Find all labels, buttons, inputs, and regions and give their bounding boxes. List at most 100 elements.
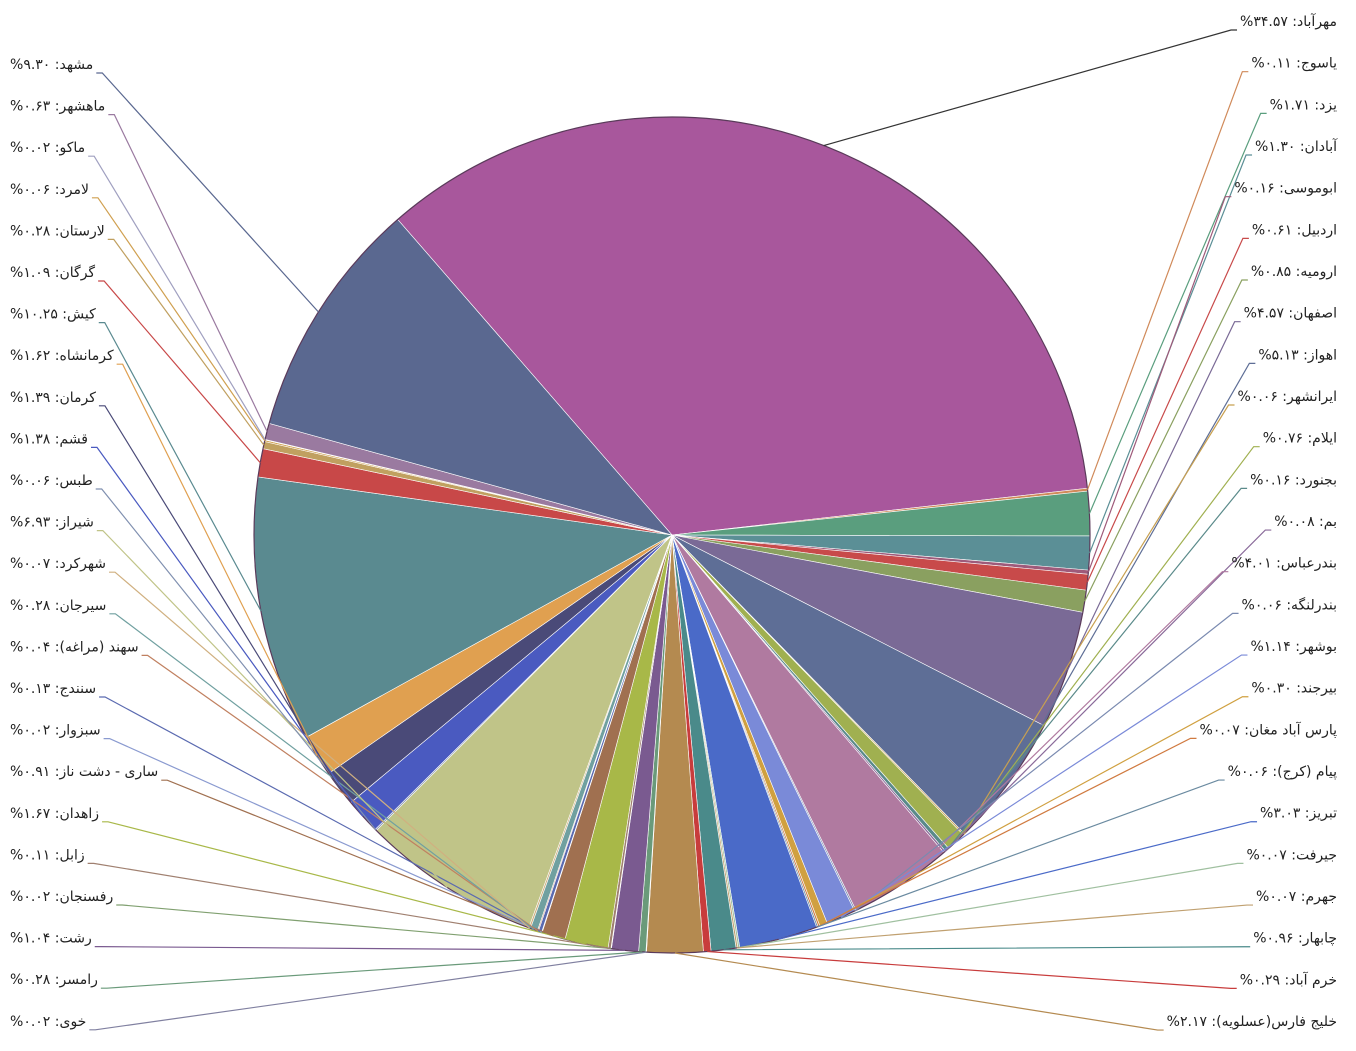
leader-line [901, 571, 1229, 885]
leader-line [736, 904, 1253, 949]
leader-line [1089, 154, 1253, 554]
slice-label: قشم: ۱.۳۸% [10, 431, 88, 447]
leader-line [91, 197, 266, 442]
slices [253, 116, 1091, 954]
slice-label: مشهد: ۹.۳۰% [10, 57, 93, 73]
leader-line [674, 952, 1164, 1031]
slice-label: پیام (کرج): ۰.۰۶% [1228, 764, 1337, 780]
leader-line [100, 951, 643, 989]
leader-line [1087, 196, 1232, 573]
pie-outline [253, 116, 1091, 954]
labels: مهرآباد: ۳۴.۵۷% یاسوج: ۰.۱۱% یزد: ۱.۷۱% آبا… [10, 13, 1338, 1030]
slice-label: ایرانشهر: ۰.۰۶% [1238, 389, 1337, 405]
leader-line [778, 821, 1258, 940]
slice-label: شیراز: ۶.۹۳% [10, 515, 94, 531]
leader-line [823, 696, 1249, 926]
leader-line [1086, 71, 1249, 490]
leader-line [96, 529, 448, 888]
leader-line [1088, 112, 1267, 514]
leader-line [963, 404, 1235, 835]
slice-label: بندرلنگه: ۰.۰۶% [1242, 596, 1337, 613]
slice-label: زاهدان: ۱.۶۷% [10, 806, 99, 822]
slice-label: رشت: ۱.۰۴% [10, 931, 92, 947]
slice-label: اهواز: ۵.۱۳% [1258, 347, 1337, 363]
leader-line [87, 862, 610, 949]
slice-label: آبادان: ۱.۳۰% [1255, 138, 1338, 155]
leader-line [161, 779, 554, 937]
leader-line [707, 950, 1237, 990]
slice-label: ماهشهر: ۰.۶۳% [10, 99, 105, 115]
slice-label: بیرجند: ۰.۳۰% [1251, 681, 1337, 697]
slice-label: اردبیل: ۰.۶۱% [1252, 222, 1337, 238]
slice-label: سبزوار: ۰.۰۲% [10, 723, 101, 739]
slice-label: مهرآباد: ۳۴.۵۷% [1240, 13, 1337, 30]
slice-label: لارستان: ۰.۲۸% [10, 223, 105, 239]
leader-line [94, 945, 625, 951]
leader-line [98, 405, 340, 789]
slice-label: ارومیه: ۰.۸۵% [1251, 264, 1337, 280]
leader-line [1008, 362, 1256, 784]
slice-label: کرمانشاه: ۱.۶۲% [10, 348, 114, 364]
slice-label: شهرکرد: ۰.۰۷% [10, 556, 106, 572]
slice-label: اصفهان: ۴.۵۷% [1244, 306, 1337, 322]
slice-label: پارس آباد مغان: ۰.۰۷% [1200, 721, 1338, 738]
slice-label: بم: ۰.۰۸% [1274, 514, 1337, 530]
slice-label: رامسر: ۰.۲۸% [10, 972, 98, 988]
leader-line [103, 737, 543, 933]
leader-line [1086, 237, 1249, 583]
slice-label: ماکو: ۰.۰۲% [10, 140, 85, 156]
leader-line [840, 654, 1248, 918]
leader-line [854, 612, 1239, 912]
slice-label: کرمان: ۱.۳۹% [10, 390, 96, 406]
slice-label: جهرم: ۰.۰۷% [1256, 889, 1337, 905]
slice-label: خرم آباد: ۰.۲۹% [1240, 971, 1337, 988]
leader-line [818, 737, 1197, 927]
leader-line [109, 613, 535, 931]
leader-line [738, 862, 1244, 949]
leader-line [91, 446, 364, 817]
leader-lines [87, 29, 1272, 1031]
slice-label: جیرفت: ۰.۰۷% [1246, 847, 1337, 863]
slice-label: زابل: ۰.۱۱% [10, 847, 85, 863]
slice-label: ایلام: ۰.۷۶% [1263, 431, 1337, 447]
slice-label: خلیج فارس(عسلویه): ۲.۱۷% [1167, 1014, 1337, 1030]
leader-line [89, 951, 647, 1031]
slice-label: چابهار: ۰.۹۶% [1253, 931, 1337, 947]
slice-label: گرگان: ۱.۰۹% [10, 264, 95, 281]
leader-line [98, 322, 262, 612]
slice-label: یزد: ۱.۷۱% [1270, 97, 1337, 113]
leader-line [823, 29, 1238, 147]
slice-label: بوشهر: ۱.۱۴% [1250, 639, 1337, 655]
leader-line [102, 821, 587, 945]
leader-line [141, 654, 539, 932]
leader-line [817, 779, 1225, 928]
slice-label: ابوموسی: ۰.۱۶% [1234, 181, 1337, 197]
slice-label: طبس: ۰.۰۶% [10, 473, 93, 489]
slice-label: سیرجان: ۰.۲۸% [10, 598, 106, 614]
leader-line [116, 904, 612, 950]
slice-label: یاسوج: ۰.۱۱% [1251, 56, 1337, 72]
slice-label: خوی: ۰.۰۲% [10, 1014, 86, 1030]
slice-label: بندرعباس: ۴.۰۱% [1231, 556, 1337, 572]
slice-label: کیش: ۱۰.۲۵% [10, 307, 96, 323]
slice-label: ساری - دشت ناز: ۰.۹۱% [10, 764, 158, 780]
leader-line [1066, 321, 1241, 671]
leader-line [96, 72, 319, 313]
slice-label: رفسنجان: ۰.۰۲% [10, 889, 113, 905]
slice-label: سنندج: ۰.۱۳% [10, 681, 96, 697]
leader-line [107, 238, 265, 446]
slice-label: لامرد: ۰.۰۶% [10, 182, 89, 198]
leader-line [946, 487, 1248, 851]
slice-label: سهند (مراغه): ۰.۰۴% [10, 639, 139, 655]
leader-line [955, 446, 1260, 843]
leader-line [116, 363, 318, 756]
leader-line [108, 113, 268, 432]
leader-line [944, 529, 1272, 853]
leader-line [1084, 279, 1248, 602]
leader-line [95, 488, 377, 831]
leader-line [723, 946, 1251, 951]
leader-line [99, 696, 541, 933]
slice-label: بجنورد: ۰.۱۶% [1250, 472, 1337, 488]
